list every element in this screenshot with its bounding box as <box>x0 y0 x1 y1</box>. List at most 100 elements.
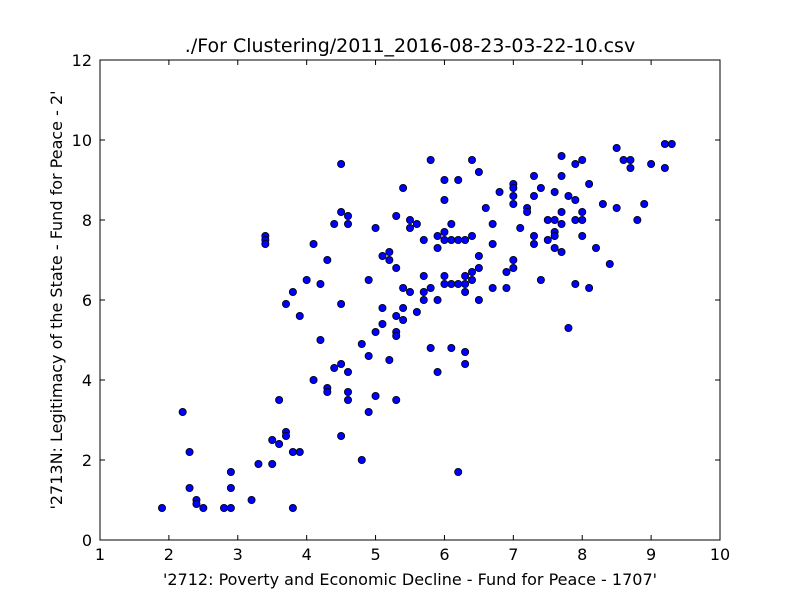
scatter-point <box>461 287 470 296</box>
scatter-point <box>337 359 346 368</box>
scatter-point <box>605 259 614 268</box>
scatter-point <box>385 247 394 256</box>
scatter-point <box>385 255 394 264</box>
scatter-point <box>399 303 408 312</box>
scatter-point <box>405 223 414 232</box>
scatter-point <box>592 243 601 252</box>
scatter-point <box>467 275 476 284</box>
scatter-point <box>433 243 442 252</box>
scatter-point <box>364 351 373 360</box>
x-tick-label: 4 <box>302 545 312 564</box>
scatter-point <box>467 155 476 164</box>
scatter-point <box>247 495 256 504</box>
x-tick-label: 2 <box>164 545 174 564</box>
scatter-point <box>185 447 194 456</box>
scatter-point <box>392 211 401 220</box>
y-tick-label: 10 <box>72 131 92 150</box>
scatter-point <box>378 303 387 312</box>
scatter-point <box>557 171 566 180</box>
scatter-point <box>467 267 476 276</box>
scatter-point <box>633 215 642 224</box>
x-tick-label: 9 <box>646 545 656 564</box>
scatter-point <box>433 295 442 304</box>
scatter-point <box>275 439 284 448</box>
points-layer <box>157 139 676 512</box>
scatter-point <box>571 159 580 168</box>
scatter-point <box>337 431 346 440</box>
scatter-point <box>419 287 428 296</box>
scatter-point <box>192 499 201 508</box>
scatter-point <box>467 231 476 240</box>
scatter-point <box>226 503 235 512</box>
scatter-point <box>295 447 304 456</box>
scatter-point <box>357 455 366 464</box>
scatter-point <box>461 347 470 356</box>
scatter-point <box>378 251 387 260</box>
scatter-point <box>578 207 587 216</box>
scatter-point <box>454 235 463 244</box>
scatter-point <box>426 343 435 352</box>
scatter-point <box>440 227 449 236</box>
scatter-point <box>323 255 332 264</box>
scatter-point <box>440 271 449 280</box>
scatter-point <box>536 183 545 192</box>
scatter-point <box>412 307 421 316</box>
scatter-point <box>543 235 552 244</box>
scatter-point <box>226 467 235 476</box>
x-tick-label: 6 <box>439 545 449 564</box>
scatter-point <box>316 335 325 344</box>
plot-area <box>100 60 720 540</box>
scatter-point <box>523 207 532 216</box>
scatter-point <box>488 239 497 248</box>
scatter-point <box>516 223 525 232</box>
scatter-point <box>447 219 456 228</box>
scatter-point <box>550 215 559 224</box>
scatter-point <box>254 459 263 468</box>
scatter-point <box>509 183 518 192</box>
chart-title: ./For Clustering/2011_2016-08-23-03-22-1… <box>185 35 635 57</box>
scatter-point <box>550 243 559 252</box>
scatter-point <box>578 215 587 224</box>
scatter-point <box>571 195 580 204</box>
scatter-point <box>392 311 401 320</box>
scatter-point <box>454 175 463 184</box>
scatter-point <box>598 199 607 208</box>
scatter-point <box>488 283 497 292</box>
scatter-point <box>288 447 297 456</box>
scatter-point <box>557 219 566 228</box>
scatter-point <box>302 275 311 284</box>
scatter-point <box>550 231 559 240</box>
scatter-point <box>667 139 676 148</box>
scatter-point <box>585 179 594 188</box>
scatter-point <box>461 235 470 244</box>
scatter-point <box>226 483 235 492</box>
scatter-point <box>509 199 518 208</box>
scatter-point <box>530 231 539 240</box>
scatter-point <box>640 199 649 208</box>
scatter-point <box>440 195 449 204</box>
scatter-point <box>564 191 573 200</box>
scatter-point <box>330 219 339 228</box>
scatter-point <box>543 215 552 224</box>
scatter-point <box>412 219 421 228</box>
scatter-point <box>488 219 497 228</box>
scatter-point <box>337 159 346 168</box>
scatter-point <box>309 239 318 248</box>
scatter-point <box>557 207 566 216</box>
scatter-point <box>530 239 539 248</box>
scatter-point <box>399 183 408 192</box>
scatter-point <box>385 355 394 364</box>
scatter-point <box>337 207 346 216</box>
scatter-point <box>433 367 442 376</box>
scatter-point <box>275 395 284 404</box>
scatter-point <box>323 387 332 396</box>
scatter-point <box>288 287 297 296</box>
scatter-point <box>550 187 559 196</box>
scatter-point <box>157 503 166 512</box>
scatter-point <box>571 215 580 224</box>
scatter-point <box>474 167 483 176</box>
scatter-point <box>474 251 483 260</box>
scatter-point <box>585 283 594 292</box>
scatter-point <box>440 235 449 244</box>
